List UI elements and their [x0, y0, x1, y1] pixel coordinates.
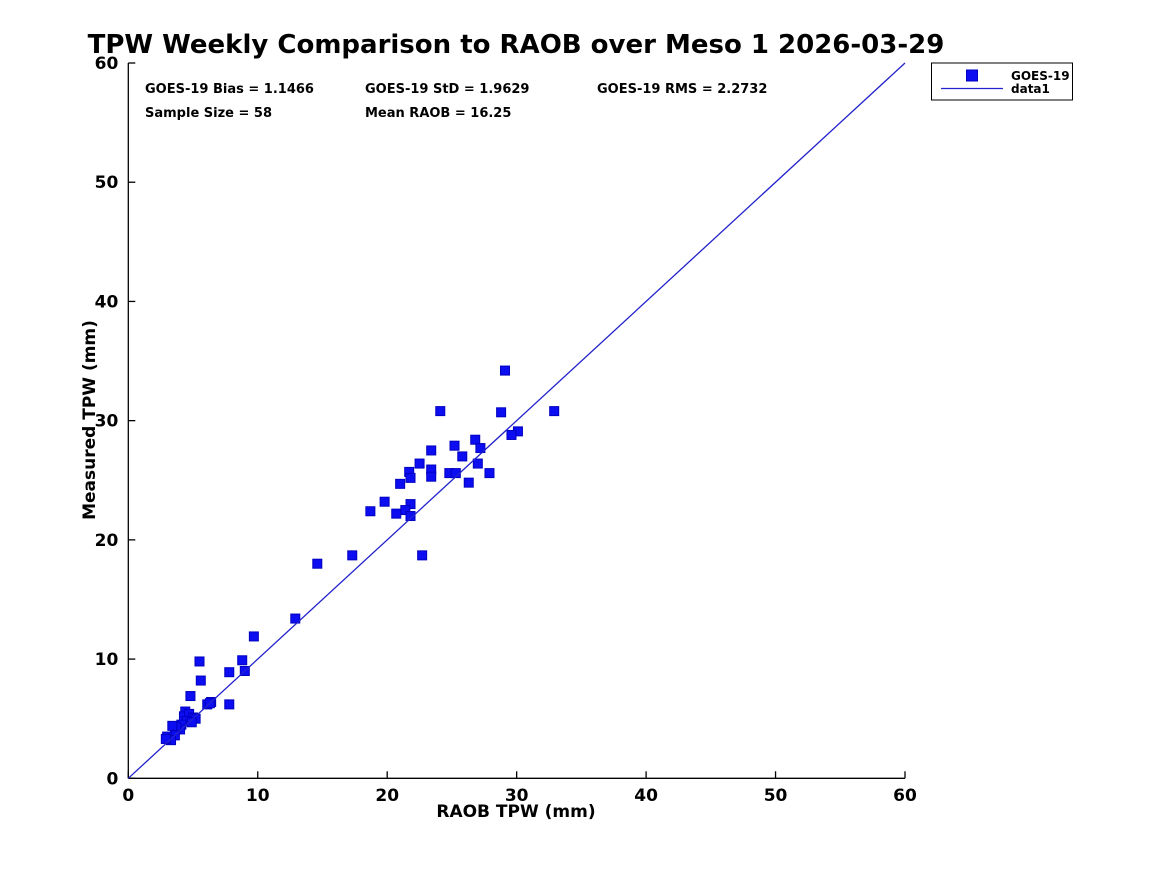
data-point [391, 508, 402, 519]
data-point [475, 443, 486, 454]
legend-label-goes19: GOES-19 [1011, 69, 1070, 83]
data-point [224, 699, 235, 710]
x-tick-label: 30 [505, 786, 529, 806]
data-point [312, 558, 323, 569]
data-point [470, 434, 481, 445]
x-axis-label: RAOB TPW (mm) [436, 802, 595, 822]
stats-bias: GOES-19 Bias = 1.1466 [145, 82, 314, 97]
stats-mean-raob: Mean RAOB = 16.25 [365, 106, 511, 121]
data-point [472, 458, 483, 469]
stats-sample-size: Sample Size = 58 [145, 106, 272, 121]
data-point [167, 720, 178, 731]
data-point [463, 477, 474, 488]
data-point [405, 511, 416, 522]
legend-label-data1: data1 [1011, 82, 1050, 96]
y-tick-label: 20 [95, 531, 119, 551]
data-point [160, 733, 171, 744]
data-point [496, 407, 507, 418]
data-point [224, 667, 235, 678]
y-tick-label: 0 [106, 769, 118, 789]
data-point [365, 506, 376, 517]
stats-rms: GOES-19 RMS = 2.2732 [597, 82, 767, 97]
data-point [435, 406, 446, 417]
data-point [405, 499, 416, 510]
identity-line [127, 62, 906, 779]
legend: GOES-19 data1 [931, 62, 1073, 101]
data-point [449, 440, 460, 451]
data-point [426, 445, 437, 456]
data-point [237, 655, 248, 666]
y-tick-label: 30 [95, 412, 119, 432]
plot-series [127, 62, 906, 779]
data-point [426, 471, 437, 482]
axes: 0 10 20 30 40 50 60 0 10 20 30 40 50 60 [95, 54, 917, 806]
data-point [185, 691, 196, 702]
x-tick-label: 60 [893, 786, 917, 806]
x-tick-label: 50 [764, 786, 788, 806]
x-tick-label: 0 [122, 786, 134, 806]
data-point [506, 429, 517, 440]
y-tick-label: 60 [95, 54, 119, 74]
data-point [484, 468, 495, 479]
y-axis-label: Measured TPW (mm) [80, 320, 100, 520]
data-point [194, 656, 205, 667]
chart-title: TPW Weekly Comparison to RAOB over Meso … [88, 30, 945, 60]
y-tick-label: 40 [95, 292, 119, 312]
data-point [290, 613, 301, 624]
data-point [457, 451, 468, 462]
data-point [248, 631, 259, 642]
x-tick-label: 40 [634, 786, 658, 806]
data-point [499, 365, 510, 376]
x-tick-label: 10 [246, 786, 270, 806]
legend-box [931, 62, 1073, 101]
legend-goes19-marker-icon [966, 69, 978, 82]
scatter-points [160, 365, 560, 746]
data-point [195, 675, 206, 686]
stats-std: GOES-19 StD = 1.9629 [365, 82, 529, 97]
data-point [414, 458, 425, 469]
data-point [186, 717, 197, 728]
data-point [379, 496, 390, 507]
data-point [395, 478, 406, 489]
y-tick-label: 10 [95, 650, 119, 670]
y-tick-label: 50 [95, 173, 119, 193]
data-point [347, 550, 358, 561]
data-point [549, 406, 560, 417]
x-tick-label: 20 [375, 786, 399, 806]
data-point [405, 472, 416, 483]
data-point [417, 550, 428, 561]
